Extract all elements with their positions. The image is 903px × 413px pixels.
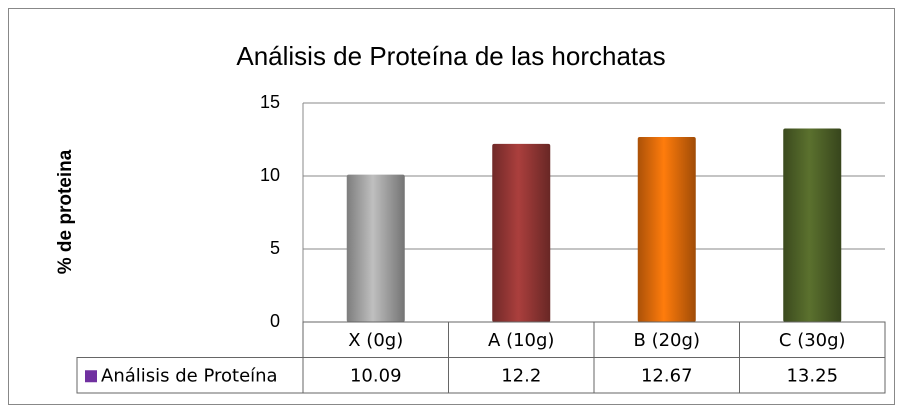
x-tick-label: C (30g) [779,330,846,351]
chart-title: Análisis de Proteína de las horchatas [236,41,665,71]
x-tick-label: B (20g) [634,330,700,351]
legend-marker [85,370,97,383]
data-table-legend-cell [76,357,304,394]
bar [346,174,405,322]
x-tick-label: X (0g) [348,330,403,351]
data-table-value: 12.67 [641,365,693,386]
bar [783,128,842,322]
data-table-value: 12.2 [501,365,541,386]
y-tick-label: 15 [260,92,280,112]
x-tick-label: A (10g) [488,330,554,351]
y-tick-label: 10 [260,165,280,185]
y-tick-label: 0 [270,311,280,331]
bar [637,137,696,322]
chart-border [8,8,895,405]
bar [492,143,551,322]
data-table-value: 10.09 [350,365,402,386]
legend-label: Análisis de Proteína [101,365,278,386]
y-tick-label: 5 [270,238,280,258]
y-axis-label: % de proteina [55,149,76,274]
data-table-value: 13.25 [786,365,838,386]
